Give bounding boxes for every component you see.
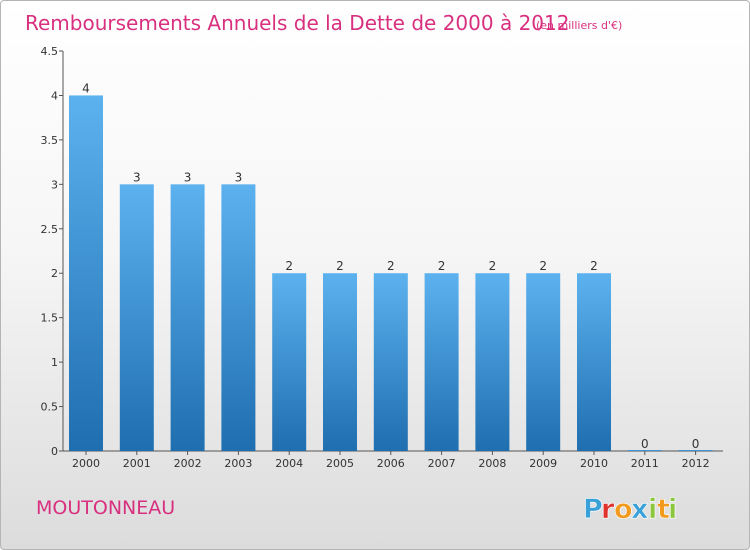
y-tick-label: 2.5 [41,223,59,236]
x-tick-label: 2012 [682,457,710,470]
bar-value-label: 3 [184,170,192,184]
bar [627,450,662,451]
logo-letter: r [601,494,615,525]
bar [272,273,307,451]
bar [119,184,154,452]
logo-letter: i [668,494,677,525]
bar-value-label: 2 [387,259,395,273]
x-tick-label: 2008 [478,457,506,470]
logo-letter: t [657,494,670,525]
y-tick-label: 4 [51,89,58,102]
x-tick-label: 2000 [72,457,100,470]
bar-value-label: 2 [285,259,293,273]
chart-subtitle: (en milliers d'€) [536,19,622,32]
bar-value-label: 3 [133,170,141,184]
chart-title: Remboursements Annuels de la Dette de 20… [25,11,569,35]
bar-value-label: 0 [692,437,700,451]
y-tick-label: 1.5 [41,312,59,325]
bar [69,95,103,451]
bar-value-label: 4 [82,81,90,95]
bar-value-label: 2 [539,259,547,273]
y-tick-label: 0 [51,445,58,458]
x-tick-label: 2001 [123,457,151,470]
logo-letter: i [648,494,657,525]
bar [475,273,510,451]
bar-value-label: 2 [590,259,598,273]
x-tick-label: 2004 [275,457,303,470]
logo-letter: x [631,494,648,525]
bar [323,273,357,451]
x-tick-label: 2006 [377,457,405,470]
proxiti-logo: Pr ox i ti [583,494,678,526]
x-tick-label: 2005 [326,457,354,470]
x-tick-label: 2007 [428,457,456,470]
x-tick-label: 2003 [224,457,252,470]
bar-value-label: 2 [489,259,497,273]
x-tick-label: 2011 [631,457,659,470]
bar [221,184,256,452]
bar [424,273,459,451]
logo-letter: o [614,494,633,525]
bar-value-label: 3 [235,170,243,184]
bar [526,273,561,451]
bar [577,273,611,451]
y-tick-label: 4.5 [41,45,59,58]
bar [170,184,205,452]
bar [678,450,713,451]
bar-value-label: 2 [438,259,446,273]
commune-name: MOUTONNEAU [36,497,175,519]
bar-value-label: 0 [641,437,649,451]
bars: 4200032001320023200322004220052200622007… [69,81,713,470]
y-tick-label: 3 [51,178,58,191]
logo-letter: P [583,494,603,525]
y-tick-label: 2 [51,267,58,280]
x-tick-label: 2010 [580,457,608,470]
bar-value-label: 2 [336,259,344,273]
x-tick-label: 2002 [174,457,202,470]
bar [373,273,408,451]
y-tick-label: 0.5 [41,401,59,414]
x-tick-label: 2009 [529,457,557,470]
y-tick-label: 1 [51,356,58,369]
y-tick-label: 3.5 [41,134,59,147]
